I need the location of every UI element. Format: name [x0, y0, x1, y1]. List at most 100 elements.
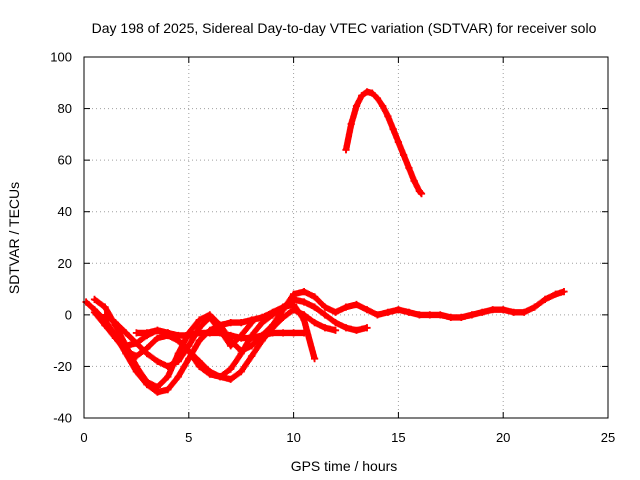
- data-point: [195, 316, 203, 324]
- data-point: [269, 311, 277, 319]
- data-point: [478, 308, 486, 316]
- data-point: [347, 120, 355, 128]
- data-point: [342, 324, 350, 332]
- data-point: [164, 329, 172, 337]
- y-tick-label: -40: [53, 411, 72, 426]
- y-tick-label: 100: [50, 50, 72, 65]
- x-tick-label: 10: [286, 430, 300, 445]
- data-point: [237, 368, 245, 376]
- data-point: [368, 89, 376, 97]
- data-point: [206, 368, 214, 376]
- data-point: [227, 331, 235, 340]
- data-point: [237, 331, 245, 340]
- data-point: [300, 311, 308, 319]
- data-point: [195, 324, 203, 332]
- data-point: [415, 311, 423, 319]
- data-point: [447, 313, 455, 321]
- x-axis-label: GPS time / hours: [291, 458, 398, 474]
- data-point: [143, 378, 151, 386]
- data-point: [363, 306, 371, 314]
- series-arc-7: [342, 88, 426, 198]
- data-point: [174, 331, 182, 340]
- data-point: [164, 386, 172, 394]
- data-point: [101, 311, 109, 319]
- data-point: [531, 303, 539, 311]
- data-point: [342, 303, 350, 311]
- y-tick-label: 80: [58, 101, 72, 116]
- data-point: [132, 339, 140, 347]
- data-point: [290, 306, 298, 314]
- data-point: [290, 295, 298, 303]
- data-point: [352, 102, 361, 110]
- data-point: [363, 88, 371, 96]
- data-point: [195, 337, 203, 345]
- data-point: [331, 308, 340, 316]
- data-point: [237, 319, 245, 327]
- data-point: [373, 94, 381, 102]
- data-point: [153, 334, 161, 342]
- data-point: [352, 326, 361, 334]
- x-tick-label: 20: [496, 430, 510, 445]
- data-point: [216, 326, 224, 334]
- data-point: [400, 151, 408, 159]
- data-point: [185, 342, 193, 350]
- x-tick-label: 25: [601, 430, 615, 445]
- data-point: [132, 329, 140, 337]
- y-tick-label: 60: [58, 153, 72, 168]
- data-point: [174, 357, 182, 365]
- data-point: [101, 303, 109, 311]
- data-point: [174, 373, 182, 381]
- y-axis-label: SDTVAR / TECUs: [6, 182, 22, 294]
- data-point: [405, 308, 413, 316]
- data-point: [300, 329, 308, 337]
- data-point: [111, 331, 119, 340]
- data-point: [384, 112, 392, 120]
- data-point: [389, 125, 397, 133]
- data-point: [541, 295, 549, 303]
- data-point: [111, 319, 119, 327]
- x-tick-label: 5: [185, 430, 192, 445]
- data-point: [311, 355, 319, 363]
- data-point: [311, 293, 319, 301]
- data-point: [436, 311, 444, 319]
- data-point: [227, 319, 235, 327]
- data-point: [90, 295, 99, 303]
- data-point: [426, 311, 434, 319]
- data-point: [90, 308, 99, 316]
- data-point: [248, 319, 256, 327]
- data-point: [164, 373, 172, 381]
- data-point: [321, 311, 329, 319]
- data-point: [227, 342, 235, 350]
- data-point: [195, 357, 203, 365]
- data-point: [122, 342, 130, 350]
- data-point: [237, 349, 245, 358]
- data-point: [132, 352, 140, 360]
- data-point: [206, 313, 214, 321]
- data-point: [499, 306, 507, 314]
- data-point: [153, 357, 161, 365]
- data-point: [227, 375, 235, 383]
- data-point: [394, 138, 402, 146]
- data-point: [379, 102, 387, 110]
- data-point: [321, 324, 329, 332]
- data-point: [300, 288, 308, 296]
- data-point: [417, 190, 426, 198]
- y-tick-label: 0: [65, 307, 72, 322]
- data-point: [410, 177, 418, 185]
- data-point: [164, 362, 172, 370]
- data-point: [321, 303, 329, 311]
- y-tick-label: 40: [58, 204, 72, 219]
- data-point: [489, 306, 497, 314]
- data-point: [153, 326, 161, 334]
- data-point: [373, 311, 381, 319]
- data-point: [560, 288, 568, 296]
- data-series: [82, 88, 568, 396]
- data-point: [311, 303, 319, 311]
- data-point: [258, 319, 266, 327]
- data-point: [394, 306, 402, 314]
- plot-frame: [83, 56, 609, 419]
- data-point: [248, 352, 256, 360]
- data-point: [520, 308, 528, 316]
- data-point: [279, 313, 287, 321]
